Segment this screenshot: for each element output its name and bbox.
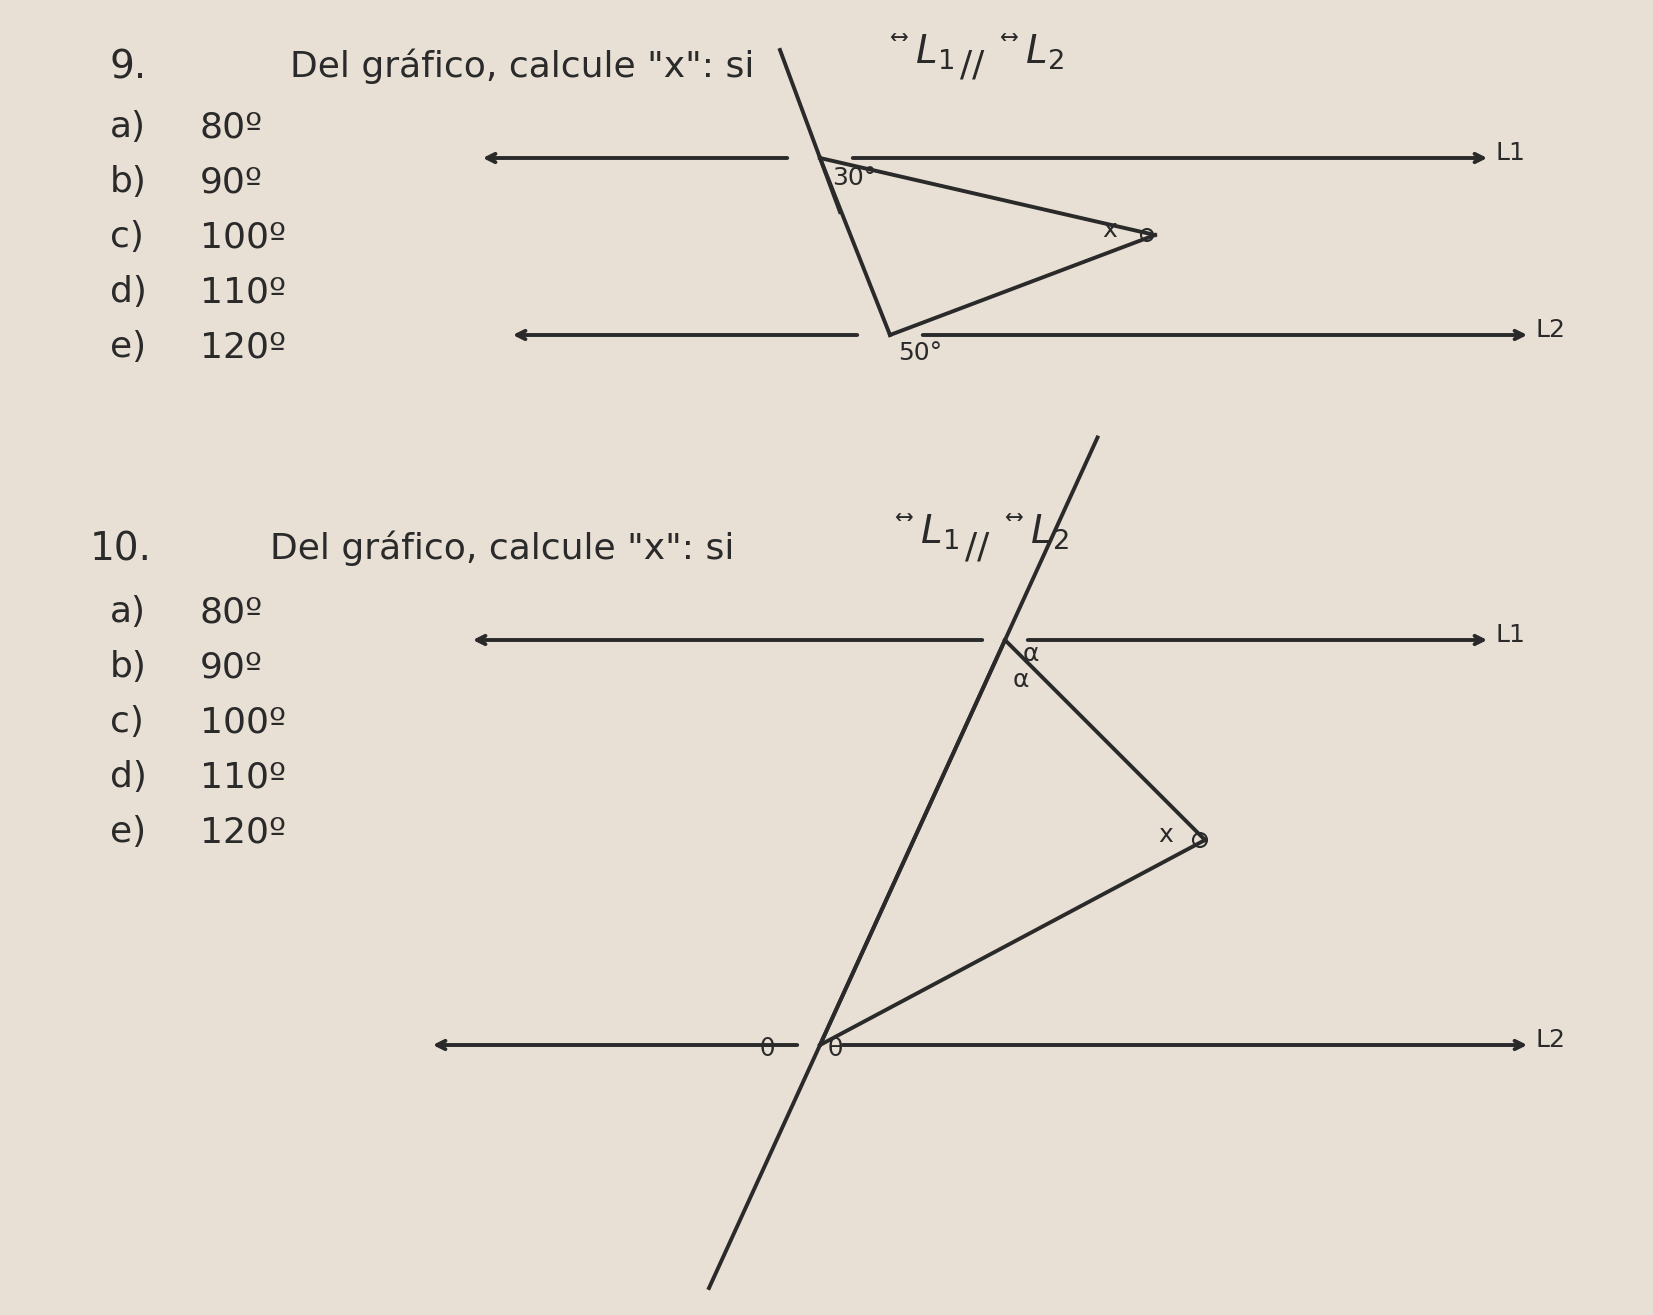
Text: b): b) xyxy=(111,164,147,199)
Text: e): e) xyxy=(111,330,145,364)
Text: 30°: 30° xyxy=(831,166,876,189)
Text: Del gráfico, calcule "x": si: Del gráfico, calcule "x": si xyxy=(289,49,754,83)
Text: 110º: 110º xyxy=(200,275,286,309)
Text: α: α xyxy=(1023,642,1040,665)
Text: 110º: 110º xyxy=(200,760,286,794)
Text: a): a) xyxy=(111,594,145,629)
Text: α: α xyxy=(1013,668,1030,692)
Text: 10.: 10. xyxy=(89,530,152,568)
Text: //: // xyxy=(960,49,984,82)
Text: b): b) xyxy=(111,650,147,684)
Text: $\overleftrightarrow{L}_1$: $\overleftrightarrow{L}_1$ xyxy=(889,32,954,72)
Text: 90º: 90º xyxy=(200,164,263,199)
Text: $\overleftrightarrow{L}_1$: $\overleftrightarrow{L}_1$ xyxy=(894,512,959,552)
Text: a): a) xyxy=(111,110,145,145)
Text: 80º: 80º xyxy=(200,110,263,145)
Text: //: // xyxy=(965,530,988,564)
Text: 120º: 120º xyxy=(200,330,286,364)
Text: 120º: 120º xyxy=(200,815,286,849)
Text: θ: θ xyxy=(760,1038,775,1061)
Text: d): d) xyxy=(111,760,147,794)
Text: 100º: 100º xyxy=(200,705,286,739)
Text: L1: L1 xyxy=(1494,141,1524,164)
Text: L2: L2 xyxy=(1536,1028,1565,1052)
Text: L2: L2 xyxy=(1536,318,1565,342)
Text: 50°: 50° xyxy=(898,341,942,366)
Text: $\overleftrightarrow{L}_2$: $\overleftrightarrow{L}_2$ xyxy=(1005,512,1069,552)
Text: c): c) xyxy=(111,220,144,254)
Text: 9.: 9. xyxy=(111,49,147,85)
Text: 80º: 80º xyxy=(200,594,263,629)
Text: e): e) xyxy=(111,815,145,849)
Text: x: x xyxy=(1103,218,1117,242)
Text: Del gráfico, calcule "x": si: Del gráfico, calcule "x": si xyxy=(269,530,734,565)
Text: θ: θ xyxy=(828,1038,843,1061)
Text: $\overleftrightarrow{L}_2$: $\overleftrightarrow{L}_2$ xyxy=(1000,32,1065,72)
Text: x: x xyxy=(1159,823,1174,847)
Text: d): d) xyxy=(111,275,147,309)
Text: 90º: 90º xyxy=(200,650,263,684)
Text: c): c) xyxy=(111,705,144,739)
Text: L1: L1 xyxy=(1494,623,1524,647)
Text: 100º: 100º xyxy=(200,220,286,254)
